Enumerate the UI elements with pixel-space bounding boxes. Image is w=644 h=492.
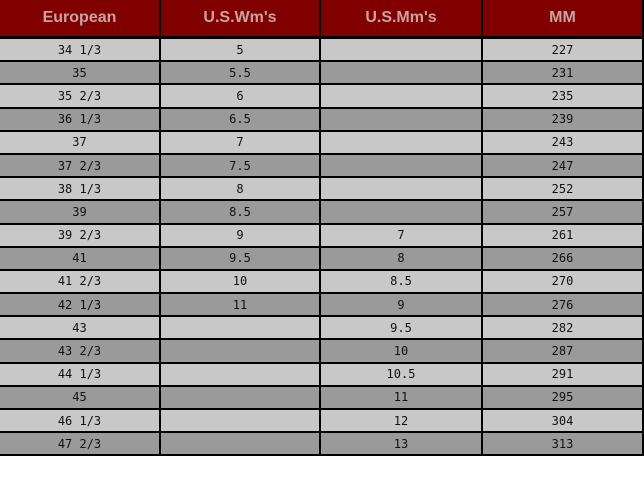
table-row: 35 5.5 231: [0, 60, 644, 86]
cell-us-mens: 11: [319, 384, 483, 411]
table-row: 37 7 243: [0, 129, 644, 155]
table-row: 47 2/3 13 313: [0, 431, 644, 457]
cell-us-womens: 7: [159, 129, 321, 155]
cell-us-womens: 5.5: [159, 60, 321, 86]
cell-mm: 243: [481, 129, 644, 155]
cell-us-mens: 10: [319, 338, 483, 364]
cell-us-mens: 12: [319, 407, 483, 434]
cell-mm: 247: [481, 152, 644, 179]
cell-european: 35: [0, 60, 161, 86]
cell-us-womens: 6: [159, 83, 321, 109]
table-row: 39 2/3 9 7 261: [0, 222, 644, 248]
cell-european: 46 1/3: [0, 407, 161, 434]
table-row: 35 2/3 6 235: [0, 83, 644, 109]
cell-european: 47 2/3: [0, 431, 161, 457]
cell-mm: 231: [481, 60, 644, 86]
cell-mm: 235: [481, 83, 644, 109]
cell-european: 41 2/3: [0, 268, 161, 295]
cell-european: 39 2/3: [0, 222, 161, 248]
cell-us-womens: 5: [159, 36, 321, 63]
cell-european: 44 1/3: [0, 361, 161, 387]
cell-mm: 287: [481, 338, 644, 364]
cell-mm: 276: [481, 292, 644, 318]
cell-us-mens: [319, 83, 483, 109]
cell-mm: 270: [481, 268, 644, 295]
cell-european: 43: [0, 315, 161, 341]
cell-mm: 304: [481, 407, 644, 434]
cell-us-mens: [319, 106, 483, 132]
cell-european: 34 1/3: [0, 36, 161, 63]
header-mm: MM: [481, 0, 644, 39]
cell-us-mens: 8.5: [319, 268, 483, 295]
cell-european: 35 2/3: [0, 83, 161, 109]
header-us-womens: U.S.Wm's: [159, 0, 321, 39]
cell-us-mens: 9: [319, 292, 483, 318]
table-row: 42 1/3 11 9 276: [0, 292, 644, 318]
cell-european: 37 2/3: [0, 152, 161, 179]
cell-us-mens: 13: [319, 431, 483, 457]
cell-us-womens: [159, 315, 321, 341]
table-row: 45 11 295: [0, 384, 644, 411]
cell-mm: 252: [481, 176, 644, 202]
cell-us-womens: 11: [159, 292, 321, 318]
table-row: 43 9.5 282: [0, 315, 644, 341]
cell-us-mens: [319, 152, 483, 179]
cell-us-mens: [319, 60, 483, 86]
cell-us-womens: [159, 407, 321, 434]
cell-mm: 266: [481, 245, 644, 271]
cell-us-womens: 7.5: [159, 152, 321, 179]
cell-us-womens: [159, 384, 321, 411]
cell-mm: 227: [481, 36, 644, 63]
table-row: 37 2/3 7.5 247: [0, 152, 644, 179]
cell-european: 36 1/3: [0, 106, 161, 132]
table-row: 41 9.5 8 266: [0, 245, 644, 271]
cell-us-womens: [159, 361, 321, 387]
cell-mm: 313: [481, 431, 644, 457]
table-row: 43 2/3 10 287: [0, 338, 644, 364]
cell-us-mens: 10.5: [319, 361, 483, 387]
table-row: 36 1/3 6.5 239: [0, 106, 644, 132]
cell-us-womens: 10: [159, 268, 321, 295]
cell-us-womens: 6.5: [159, 106, 321, 132]
header-row: European U.S.Wm's U.S.Mm's MM: [0, 0, 644, 39]
header-us-mens: U.S.Mm's: [319, 0, 483, 39]
cell-mm: 295: [481, 384, 644, 411]
cell-mm: 261: [481, 222, 644, 248]
cell-mm: 291: [481, 361, 644, 387]
cell-european: 39: [0, 199, 161, 225]
cell-us-womens: [159, 338, 321, 364]
cell-european: 43 2/3: [0, 338, 161, 364]
cell-us-mens: 7: [319, 222, 483, 248]
cell-european: 37: [0, 129, 161, 155]
table-row: 44 1/3 10.5 291: [0, 361, 644, 387]
cell-us-mens: [319, 176, 483, 202]
table-row: 34 1/3 5 227: [0, 36, 644, 63]
table-row: 46 1/3 12 304: [0, 407, 644, 434]
table-row: 41 2/3 10 8.5 270: [0, 268, 644, 295]
cell-european: 41: [0, 245, 161, 271]
cell-us-mens: [319, 129, 483, 155]
cell-european: 38 1/3: [0, 176, 161, 202]
cell-mm: 239: [481, 106, 644, 132]
cell-european: 45: [0, 384, 161, 411]
table-row: 39 8.5 257: [0, 199, 644, 225]
cell-us-womens: 8.5: [159, 199, 321, 225]
cell-us-mens: [319, 36, 483, 63]
table-row: 38 1/3 8 252: [0, 176, 644, 202]
cell-us-womens: 8: [159, 176, 321, 202]
cell-us-mens: 8: [319, 245, 483, 271]
cell-us-mens: [319, 199, 483, 225]
cell-mm: 282: [481, 315, 644, 341]
cell-us-womens: 9: [159, 222, 321, 248]
header-european: European: [0, 0, 161, 39]
cell-us-mens: 9.5: [319, 315, 483, 341]
cell-european: 42 1/3: [0, 292, 161, 318]
size-conversion-table: European U.S.Wm's U.S.Mm's MM 34 1/3 5 227…: [0, 0, 644, 457]
cell-us-womens: [159, 431, 321, 457]
cell-us-womens: 9.5: [159, 245, 321, 271]
cell-mm: 257: [481, 199, 644, 225]
table-body: 34 1/3 5 227 35 5.5 231 35 2/3 6 235 36 1/3 6.5 239…: [0, 36, 644, 457]
